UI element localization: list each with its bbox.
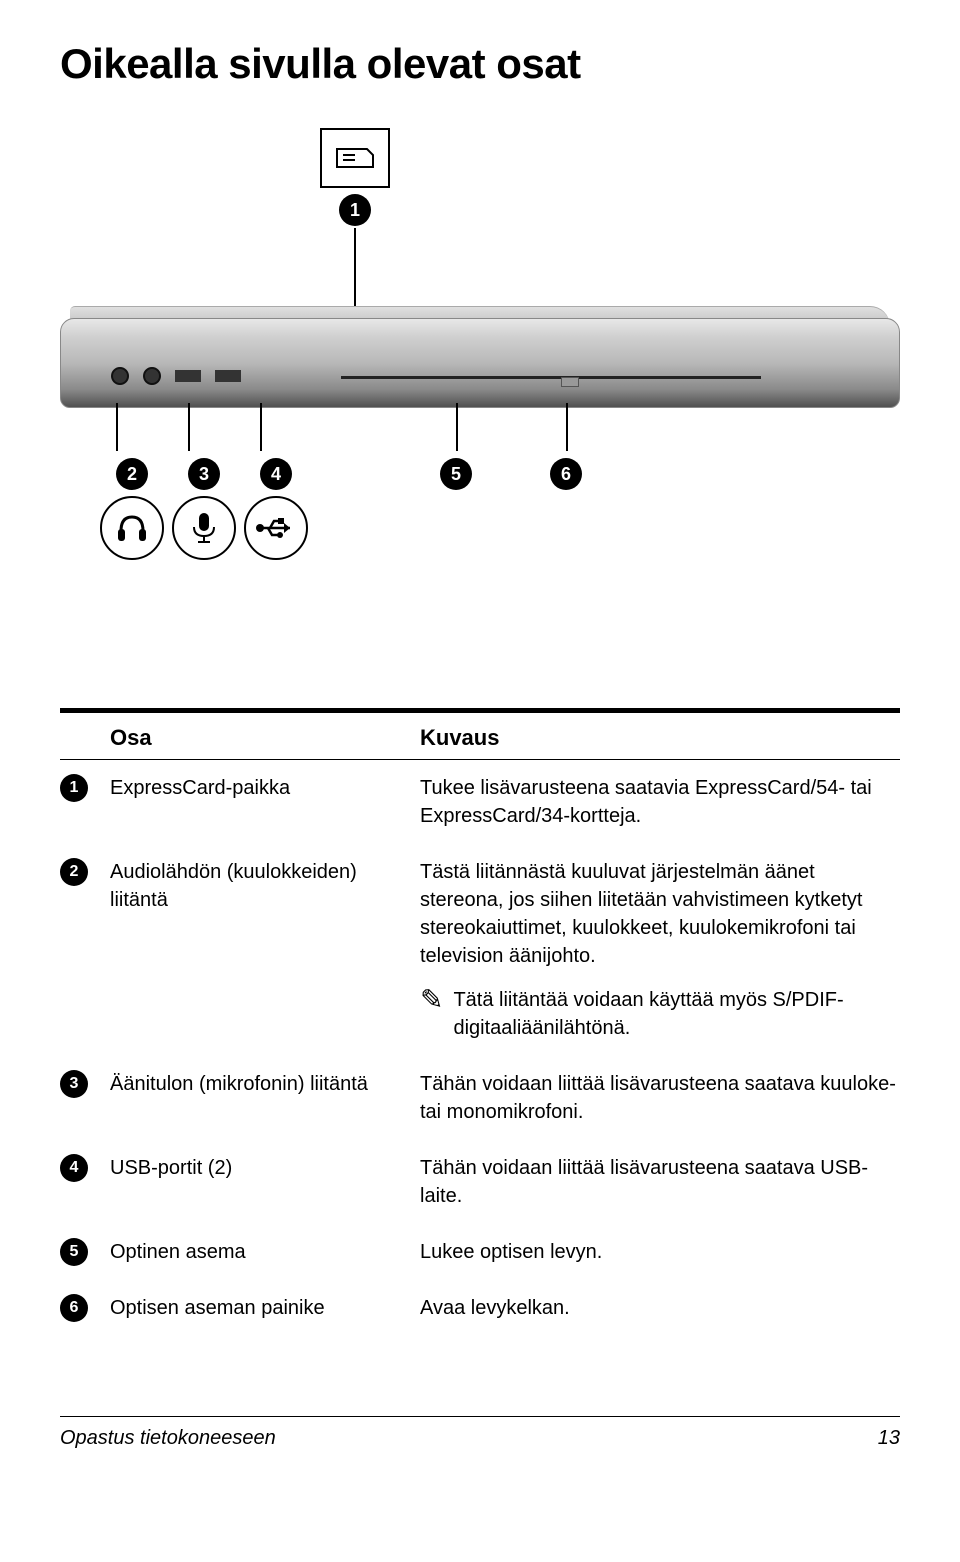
table-row: 3 Äänitulon (mikrofonin) liitäntä Tähän … bbox=[60, 1056, 900, 1140]
usb-port bbox=[175, 370, 201, 382]
row-osa: USB-portit (2) bbox=[110, 1154, 420, 1182]
header-kuvaus: Kuvaus bbox=[420, 725, 900, 751]
page-footer: Opastus tietokoneeseen 13 bbox=[60, 1416, 900, 1450]
callout-number-5: 5 bbox=[440, 458, 472, 490]
callout-number-3: 3 bbox=[188, 458, 220, 490]
pencil-note-icon: ✎ bbox=[420, 986, 443, 1014]
callout-6: 6 bbox=[550, 458, 582, 490]
table-top-rule bbox=[60, 708, 900, 713]
row-osa: Audiolähdön (kuulokkeiden) liitäntä bbox=[110, 858, 420, 914]
optical-button bbox=[561, 377, 579, 387]
table-row: 6 Optisen aseman painike Avaa levykelkan… bbox=[60, 1280, 900, 1336]
usb-icon bbox=[244, 496, 308, 560]
callout-number-2: 2 bbox=[116, 458, 148, 490]
table-row: 5 Optinen asema Lukee optisen levyn. bbox=[60, 1224, 900, 1280]
callout-number-4: 4 bbox=[260, 458, 292, 490]
row-osa: Äänitulon (mikrofonin) liitäntä bbox=[110, 1070, 420, 1098]
callout-number-6: 6 bbox=[550, 458, 582, 490]
row-kuvaus: Tästä liitännästä kuuluvat järjestelmän … bbox=[420, 858, 900, 970]
row-kuvaus: Avaa levykelkan. bbox=[420, 1294, 900, 1322]
note-block: ✎ Tätä liitäntää voidaan käyttää myös S/… bbox=[420, 986, 900, 1042]
footer-left: Opastus tietokoneeseen bbox=[60, 1427, 276, 1450]
laptop-illustration bbox=[60, 318, 900, 438]
table-header: Osa Kuvaus bbox=[60, 721, 900, 759]
row-number: 4 bbox=[60, 1154, 88, 1182]
row-osa: ExpressCard-paikka bbox=[110, 774, 420, 802]
laptop-diagram: 1 2 bbox=[60, 128, 900, 648]
table-row: 1 ExpressCard-paikka Tukee lisävarusteen… bbox=[60, 760, 900, 844]
row-osa: Optinen asema bbox=[110, 1238, 420, 1266]
callout-4: 4 bbox=[244, 458, 308, 560]
row-number: 3 bbox=[60, 1070, 88, 1098]
callout-1: 1 bbox=[320, 128, 390, 226]
table-row: 2 Audiolähdön (kuulokkeiden) liitäntä Tä… bbox=[60, 844, 900, 1056]
row-kuvaus: Tukee lisävarusteena saatavia ExpressCar… bbox=[420, 774, 900, 830]
row-kuvaus: Tähän voidaan liittää lisävarusteena saa… bbox=[420, 1070, 900, 1126]
expresscard-icon bbox=[320, 128, 390, 188]
row-number: 1 bbox=[60, 774, 88, 802]
callout-number-1: 1 bbox=[339, 194, 371, 226]
headphone-jack bbox=[111, 367, 129, 385]
callout-5: 5 bbox=[440, 458, 472, 490]
footer-page-number: 13 bbox=[878, 1427, 900, 1450]
callout-3: 3 bbox=[172, 458, 236, 560]
row-number: 5 bbox=[60, 1238, 88, 1266]
table-row: 4 USB-portit (2) Tähän voidaan liittää l… bbox=[60, 1140, 900, 1224]
mic-jack bbox=[143, 367, 161, 385]
note-text: Tätä liitäntää voidaan käyttää myös S/PD… bbox=[453, 986, 900, 1042]
usb-port bbox=[215, 370, 241, 382]
row-osa: Optisen aseman painike bbox=[110, 1294, 420, 1322]
page-title: Oikealla sivulla olevat osat bbox=[60, 40, 900, 88]
microphone-icon bbox=[172, 496, 236, 560]
optical-slot bbox=[341, 376, 761, 379]
header-osa: Osa bbox=[110, 725, 420, 751]
headphones-icon bbox=[100, 496, 164, 560]
row-kuvaus: Lukee optisen levyn. bbox=[420, 1238, 900, 1266]
row-number: 6 bbox=[60, 1294, 88, 1322]
row-number: 2 bbox=[60, 858, 88, 886]
row-kuvaus: Tähän voidaan liittää lisävarusteena saa… bbox=[420, 1154, 900, 1210]
callout-2: 2 bbox=[100, 458, 164, 560]
